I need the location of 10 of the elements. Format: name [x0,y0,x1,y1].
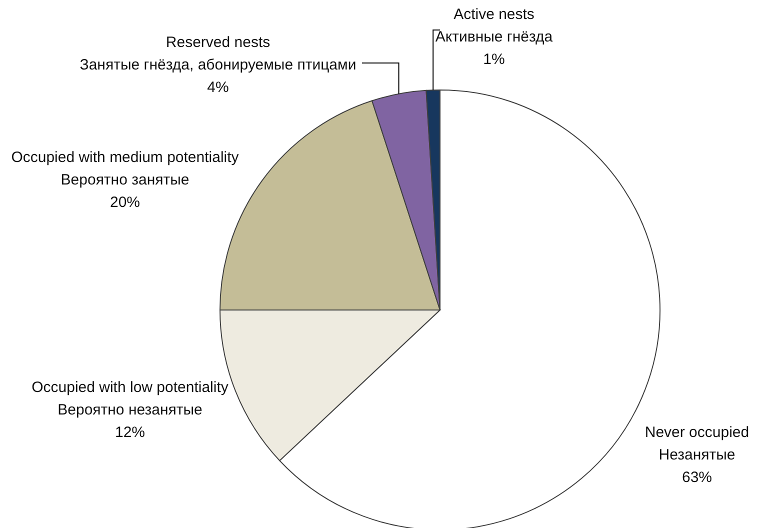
slice-label: Occupied with low potentiality Вероятно незанятые [32,379,229,418]
data-label: 12% [114,424,146,441]
slice-label: Occupied with medium potentiality Вероятно занятые [11,149,240,188]
slice-label: Never occupied Незанятые [644,424,750,464]
slice-label: Active nests Активные гнёзда [435,6,554,46]
data-label: 63% [682,469,712,486]
data-label: 1% [483,51,505,68]
data-label: 4% [207,79,229,96]
data-label: 20% [110,194,140,211]
slice-label: Reserved nests Занятые гнёзда, абонируемые птицами [80,34,356,74]
